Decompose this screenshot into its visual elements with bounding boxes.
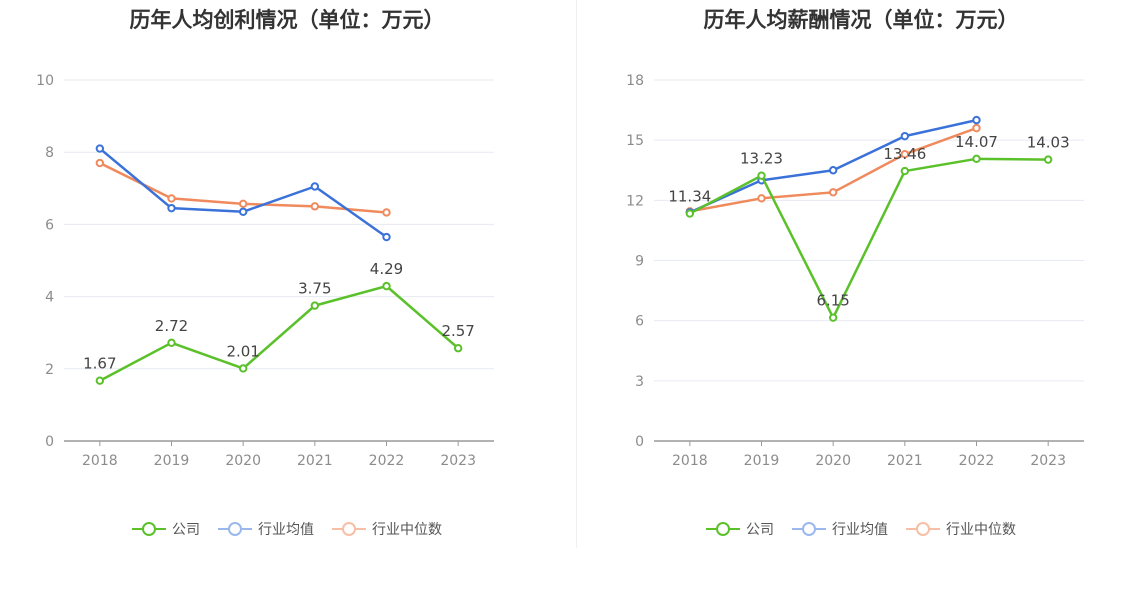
x-tick-label: 2020 [225,453,261,469]
x-tick-label: 2023 [1030,453,1066,469]
data-point [167,203,176,213]
data-label: 14.03 [1027,134,1070,152]
data-point [310,202,320,211]
x-tick-label: 2018 [82,453,118,469]
legend-swatch-company [706,522,740,536]
legend-label: 行业中位数 [372,522,442,538]
y-tick-label: 0 [45,434,54,450]
data-point [757,171,766,180]
y-tick-label: 15 [626,133,644,149]
data-point [167,338,176,348]
chart-panel-right: 历年人均薪酬情况（单位：万元） 0 3 6 9 12 15 18 2018 2019 2020 20… [574,0,1148,589]
y-tick-label: 2 [45,362,54,378]
y-tick-label: 8 [45,145,54,161]
data-point [900,166,910,176]
data-point [238,207,248,216]
chart-title: 历年人均创利情况（单位：万元） [129,8,445,32]
data-label: 2.01 [226,342,259,360]
series-line [689,157,1049,319]
y-tick-label: 12 [626,193,644,209]
y-tick-label: 4 [45,290,54,306]
data-point [757,194,766,203]
y-tick-label: 18 [626,73,644,89]
data-point [95,144,105,153]
data-point [453,344,463,353]
legend-swatch-industry-median [906,522,940,536]
series-line [99,284,459,382]
chart-title: 历年人均薪酬情况（单位：万元） [703,8,1019,32]
panel-divider [576,0,577,548]
y-tick-label: 0 [635,434,644,450]
legend-item-company[interactable]: 公司 [706,519,774,539]
data-point [95,376,105,385]
y-tick-label: 6 [635,314,644,330]
x-tick-label: 2018 [672,453,708,469]
chart-legend: 公司 行业均值 行业中位数 [574,519,1148,539]
legend-label: 行业均值 [258,522,314,538]
x-tick-label: 2019 [154,453,190,469]
y-tick-label: 6 [45,217,54,233]
data-point [972,123,981,133]
legend-swatch-industry-avg [218,522,252,536]
legend-label: 行业均值 [832,522,888,538]
data-point [382,281,391,291]
data-point [238,364,248,373]
data-label: 2.57 [441,322,474,340]
line-chart-plot: 0 3 6 9 12 15 18 2018 2019 2020 2021 2022 2023 11.34 1… [626,73,1084,469]
data-point [1043,155,1053,164]
x-tick-label: 2023 [440,453,476,469]
data-point [95,158,105,168]
legend-swatch-industry-median [332,522,366,536]
data-point [382,232,391,242]
data-label: 13.46 [883,145,926,163]
y-tick-label: 3 [635,374,644,390]
data-point [828,188,838,197]
x-tick-label: 2021 [887,453,923,469]
legend-item-company[interactable]: 公司 [132,519,200,539]
legend-label: 公司 [746,522,774,538]
series-line [99,147,388,239]
x-tick-label: 2022 [369,453,405,469]
data-point [900,150,910,159]
x-tick-label: 2020 [815,453,851,469]
legend-item-industry-median[interactable]: 行业中位数 [906,519,1016,539]
legend-item-industry-median[interactable]: 行业中位数 [332,519,442,539]
y-tick-label: 9 [635,254,644,270]
data-point [828,313,838,322]
chart-panel-left: 历年人均创利情况（单位：万元） 0 2 4 6 8 10 2018 2019 2020 2021 2… [0,8,574,539]
data-label: 4.29 [370,260,403,278]
legend-item-industry-avg[interactable]: 行业均值 [792,519,888,539]
legend-item-industry-avg[interactable]: 行业均值 [218,519,314,539]
data-label: 13.23 [740,150,783,168]
chart-legend: 公司 行业均值 行业中位数 [0,519,574,539]
line-chart-plot: 0 2 4 6 8 10 2018 2019 2020 2021 2022 2023 1.67 2.72 2… [36,73,494,469]
data-label: 6.15 [816,292,849,310]
data-point [382,208,391,217]
data-point [972,154,981,164]
data-label: 11.34 [668,188,711,206]
data-label: 14.07 [955,133,998,151]
data-point [167,194,176,203]
data-label: 3.75 [298,280,331,298]
legend-swatch-company [132,522,166,536]
x-tick-label: 2019 [744,453,780,469]
data-point [238,199,248,209]
data-point [310,301,320,310]
data-point [828,166,838,175]
data-point [900,131,910,141]
data-point [972,115,981,125]
y-tick-label: 10 [36,73,54,89]
legend-swatch-industry-avg [792,522,826,536]
legend-label: 行业中位数 [946,522,1016,538]
data-point [685,209,695,218]
data-label: 1.67 [83,355,116,373]
data-point [310,182,320,191]
data-label: 2.72 [155,317,188,335]
x-tick-label: 2021 [297,453,333,469]
legend-label: 公司 [172,522,200,538]
x-tick-label: 2022 [959,453,995,469]
